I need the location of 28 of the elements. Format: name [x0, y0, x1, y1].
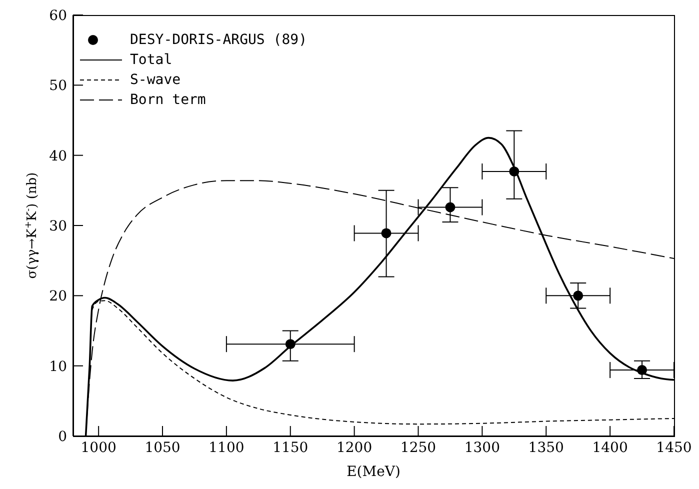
- x-tick-label: 1400: [592, 440, 628, 456]
- y-tick-label: 30: [49, 218, 67, 234]
- point: [285, 339, 296, 350]
- x-tick-label: 1450: [656, 440, 692, 456]
- x-tick-label: 1350: [528, 440, 564, 456]
- y-tick-label: 10: [49, 358, 67, 375]
- point: [381, 228, 392, 238]
- y-tick-label: 40: [49, 148, 67, 164]
- y-tick-label: 0: [58, 428, 67, 445]
- y-tick-label: 60: [49, 8, 67, 24]
- x-tick-label: 1200: [336, 440, 372, 456]
- x-axis-title: E(MeV): [346, 464, 400, 480]
- y-tick-label: 20: [49, 288, 67, 305]
- point: [445, 202, 456, 212]
- x-tick-label: 1300: [464, 440, 500, 456]
- point: [573, 290, 584, 301]
- point: [637, 365, 648, 376]
- y-tick-label: 50: [49, 78, 67, 94]
- legend-label: S-wave: [130, 72, 181, 88]
- x-tick-label: 1150: [272, 440, 308, 456]
- legend-label: Total: [130, 52, 172, 68]
- legend-label: Born term: [130, 92, 206, 108]
- x-tick-label: 1250: [400, 440, 436, 456]
- point: [509, 166, 520, 176]
- x-tick-label: 1100: [208, 440, 244, 456]
- x-tick-label: 1050: [144, 440, 180, 456]
- legend-label: DESY-DORIS-ARGUS (89): [130, 32, 308, 48]
- x-tick-label: 1000: [80, 440, 116, 456]
